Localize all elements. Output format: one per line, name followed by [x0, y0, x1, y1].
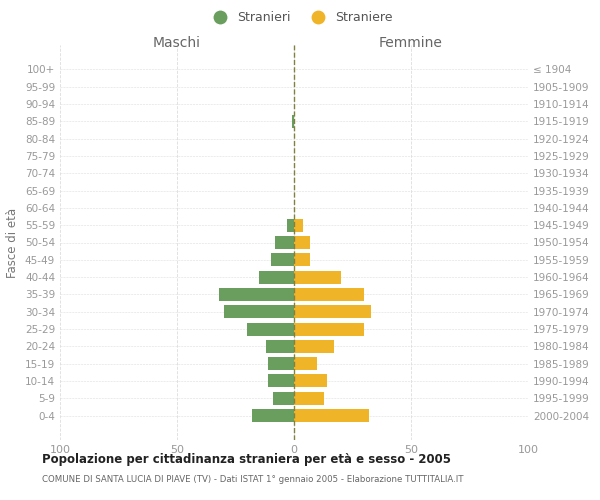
Bar: [294, 270, 341, 283]
Bar: [294, 322, 364, 336]
Bar: [294, 254, 310, 266]
Bar: [275, 236, 294, 249]
Legend: Stranieri, Straniere: Stranieri, Straniere: [202, 6, 398, 29]
Y-axis label: Fasce di età: Fasce di età: [7, 208, 19, 278]
Bar: [292, 115, 294, 128]
Bar: [273, 392, 294, 404]
Bar: [219, 288, 294, 301]
Bar: [294, 357, 317, 370]
Bar: [259, 270, 294, 283]
Text: Popolazione per cittadinanza straniera per età e sesso - 2005: Popolazione per cittadinanza straniera p…: [42, 452, 451, 466]
Bar: [294, 236, 310, 249]
Text: Femmine: Femmine: [379, 36, 443, 51]
Bar: [294, 340, 334, 353]
Bar: [224, 305, 294, 318]
Bar: [266, 340, 294, 353]
Bar: [252, 409, 294, 422]
Bar: [294, 409, 369, 422]
Text: Maschi: Maschi: [153, 36, 201, 51]
Bar: [294, 374, 327, 388]
Bar: [268, 357, 294, 370]
Bar: [287, 218, 294, 232]
Bar: [268, 374, 294, 388]
Bar: [271, 254, 294, 266]
Bar: [294, 392, 325, 404]
Bar: [294, 305, 371, 318]
Bar: [294, 218, 304, 232]
Bar: [294, 288, 364, 301]
Text: COMUNE DI SANTA LUCIA DI PIAVE (TV) - Dati ISTAT 1° gennaio 2005 - Elaborazione : COMUNE DI SANTA LUCIA DI PIAVE (TV) - Da…: [42, 475, 464, 484]
Bar: [247, 322, 294, 336]
